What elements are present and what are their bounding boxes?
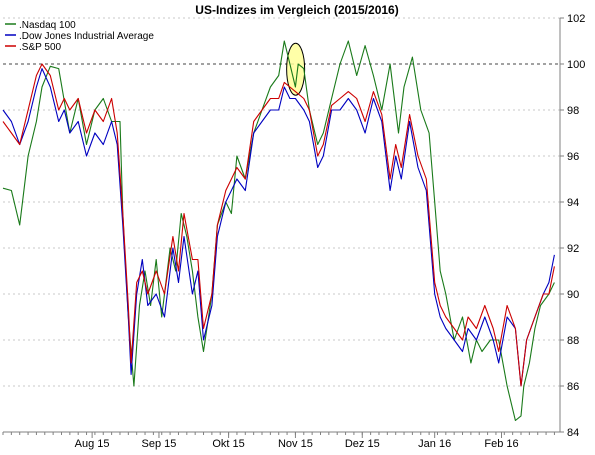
legend: .Nasdaq 100.Dow Jones Industrial Average…: [5, 20, 154, 53]
y-tick-label: 90: [567, 289, 579, 301]
y-tick-label: 94: [567, 197, 579, 209]
x-tick-label: Dez 15: [345, 438, 380, 450]
y-tick-label: 88: [567, 335, 579, 347]
y-tick-label: 84: [567, 427, 579, 439]
highlight-layer: [286, 42, 306, 96]
legend-label: .Dow Jones Industrial Average: [19, 31, 154, 42]
series-layer: [2, 40, 555, 422]
x-tick-label: Sep 15: [142, 438, 177, 450]
y-tick-label: 98: [567, 105, 579, 117]
x-tick-label: Okt 15: [212, 438, 244, 450]
y-tick-label: 92: [567, 243, 579, 255]
chart-title: US-Indizes im Vergleich (2015/2016): [195, 3, 398, 17]
legend-label: .S&P 500: [19, 42, 62, 53]
axis-layer: 84 86 88 90 92 94 96 98 100 102 Aug 15 Sep 15 Okt 15…: [2, 13, 585, 450]
series-line-2: [2, 63, 555, 387]
y-tick-label: 86: [567, 381, 579, 393]
x-tick-label: Jan 16: [418, 438, 451, 450]
series-line-0: [2, 40, 555, 422]
highlight-ellipse: [286, 42, 306, 96]
legend-label: .Nasdaq 100: [19, 20, 76, 31]
series-line-1: [2, 68, 555, 387]
x-tick-label: Nov 15: [278, 438, 313, 450]
x-tick-label: Aug 15: [75, 438, 110, 450]
y-tick-label: 96: [567, 151, 579, 163]
x-tick-label: Feb 16: [484, 438, 518, 450]
y-tick-label: 102: [567, 13, 585, 25]
y-tick-label: 100: [567, 59, 585, 71]
